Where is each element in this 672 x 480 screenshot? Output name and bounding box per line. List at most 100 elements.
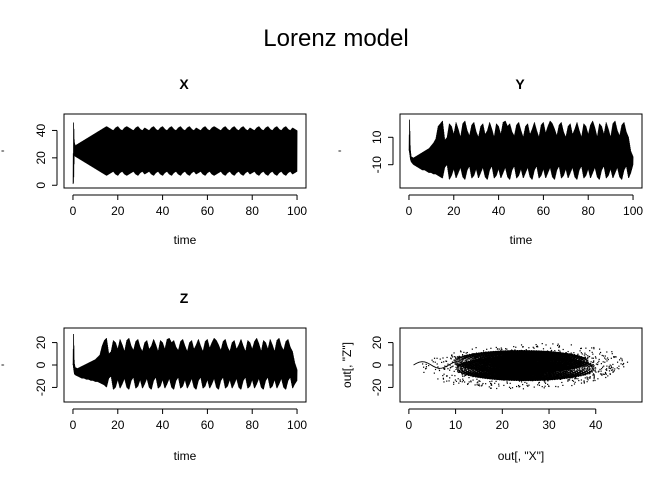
attractor-point: [513, 367, 515, 369]
attractor-point: [549, 378, 551, 380]
attractor-point: [451, 366, 453, 368]
attractor-point: [526, 382, 528, 384]
attractor-point: [554, 360, 556, 362]
attractor-point: [595, 363, 598, 365]
attractor-point: [484, 365, 486, 367]
attractor-point: [571, 384, 573, 387]
attractor-point: [537, 378, 540, 381]
attractor-point: [506, 382, 508, 384]
attractor-point: [478, 364, 480, 366]
attractor-point: [528, 375, 530, 377]
attractor-point: [587, 356, 589, 359]
attractor-point: [582, 363, 584, 365]
attractor-point: [562, 384, 564, 386]
attractor-point: [606, 368, 608, 370]
attractor-point: [521, 365, 523, 367]
attractor-point: [593, 360, 595, 362]
attractor-point: [466, 351, 468, 354]
attractor-point: [569, 368, 572, 370]
attractor-point: [514, 377, 516, 380]
attractor-point: [545, 344, 547, 346]
attractor-point: [449, 364, 451, 366]
y_panel-y-tick-label: -10: [370, 156, 384, 174]
attractor-point: [517, 363, 520, 366]
attractor-point: [552, 362, 555, 364]
attractor-point: [551, 366, 553, 368]
attractor-point: [476, 382, 478, 384]
attractor-point: [533, 347, 535, 349]
attractor-point: [528, 347, 530, 349]
attractor-point: [526, 372, 528, 374]
attractor-point: [583, 380, 585, 382]
attractor-point: [549, 347, 552, 349]
attractor-point: [422, 363, 424, 365]
attractor-point: [587, 377, 589, 379]
attractor-point: [542, 348, 545, 350]
attractor-point: [503, 378, 505, 380]
attractor-point: [535, 346, 538, 348]
x_panel-x-tick-label: 100: [287, 204, 307, 218]
attractor-point: [585, 368, 587, 370]
y_panel-ylabel: ': [336, 150, 350, 152]
attractor-point: [465, 373, 468, 376]
attractor-point: [462, 355, 464, 357]
attractor-point: [474, 372, 476, 374]
y_panel-x-tick-label: 40: [492, 204, 506, 218]
attractor-point: [445, 375, 448, 377]
attractor-point: [446, 380, 448, 382]
attractor-point: [477, 384, 480, 386]
attractor-point: [548, 372, 550, 374]
attractor-point: [587, 365, 589, 367]
attractor-point: [574, 376, 576, 379]
attractor-point: [558, 346, 560, 348]
attractor-point: [474, 374, 476, 376]
attractor-point: [465, 352, 467, 354]
attractor-point: [531, 370, 533, 372]
attractor-point: [481, 354, 483, 356]
attractor-point: [512, 372, 514, 375]
attractor-point: [557, 355, 560, 357]
attractor-point: [614, 356, 616, 358]
attractor-point: [564, 356, 567, 358]
attractor-point: [425, 363, 427, 365]
attractor-point: [594, 370, 596, 372]
attractor-point: [538, 376, 540, 378]
attractor-point: [496, 374, 498, 376]
attractor-point: [464, 367, 467, 370]
attractor-point: [604, 371, 607, 374]
attractor-point: [592, 353, 594, 355]
attractor-point: [573, 352, 575, 354]
attractor-point: [469, 367, 472, 369]
attractor-point: [524, 350, 526, 352]
attractor-point: [611, 353, 613, 355]
attractor-point: [604, 361, 606, 363]
attractor-point: [531, 363, 534, 365]
attractor-point: [520, 351, 522, 353]
attractor-point: [425, 367, 427, 369]
attractor-point: [500, 364, 502, 367]
attractor-point: [547, 379, 549, 381]
attractor-point: [476, 369, 478, 371]
attractor-point: [538, 360, 540, 362]
attractor-point: [544, 362, 546, 364]
attractor-point: [475, 360, 477, 363]
attractor-point: [569, 367, 571, 370]
attractor-point: [573, 356, 575, 359]
attractor-point: [471, 348, 473, 350]
attractor-point: [491, 354, 493, 356]
attractor-point: [557, 343, 559, 345]
attractor-point: [501, 379, 503, 381]
y_panel-data: [408, 119, 634, 180]
attractor-point: [481, 370, 483, 373]
attractor-point: [559, 363, 561, 365]
attractor-point: [558, 345, 561, 347]
attractor-point: [451, 356, 454, 358]
attractor-point: [572, 373, 575, 375]
attractor-point: [478, 383, 480, 385]
attractor-point: [531, 362, 533, 364]
attractor-point: [568, 359, 571, 361]
attractor-point: [445, 360, 448, 362]
attractor-orbit: [501, 365, 534, 372]
attractor-point: [604, 357, 606, 359]
